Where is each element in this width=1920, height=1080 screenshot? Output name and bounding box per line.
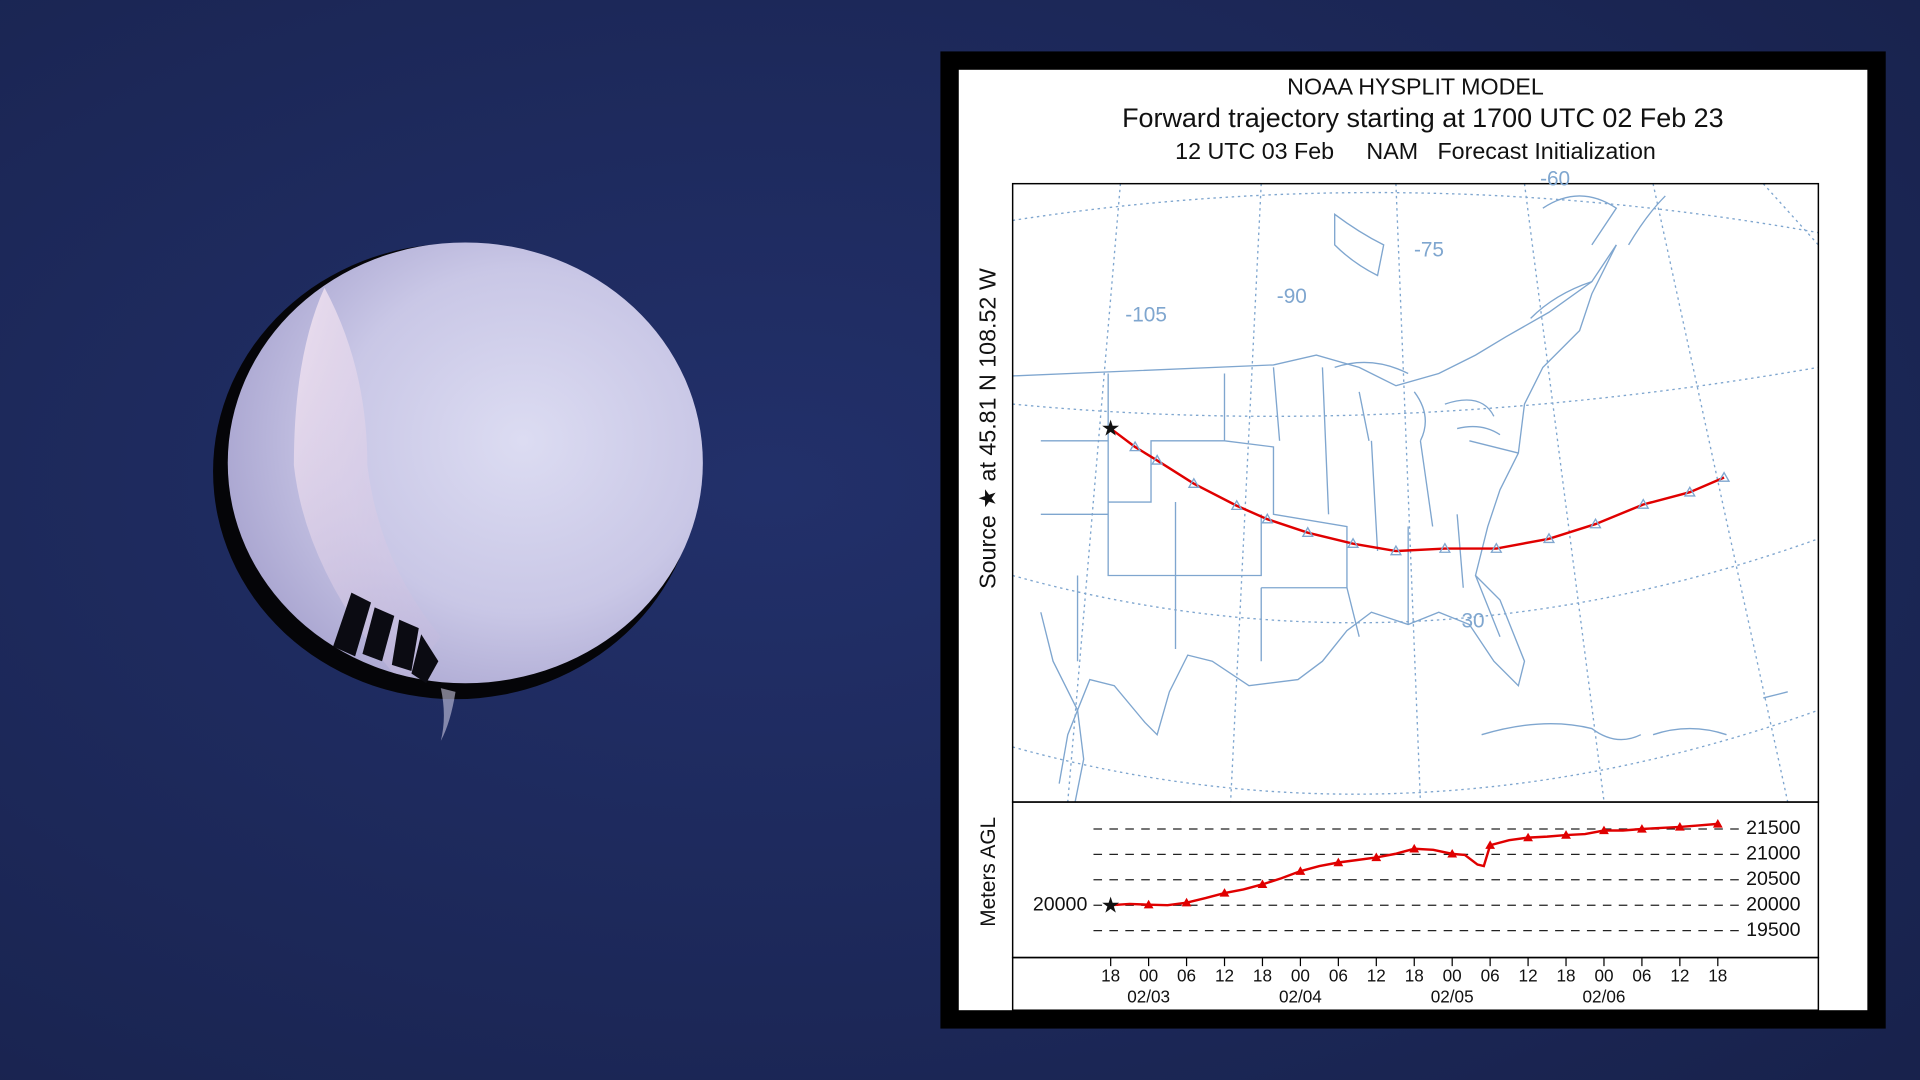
altitude-marker [1371,852,1382,862]
x-tick-label: 00 [1443,966,1462,986]
source-star: ★ [1101,416,1121,441]
altitude-marker [1674,822,1685,831]
y-tick-label: 20000 [1746,893,1801,915]
date-label: 02/03 [1127,986,1170,1006]
graticule-label: -75 [1414,239,1444,262]
y-tick-label: 20500 [1746,868,1801,890]
x-tick-label: 06 [1177,966,1196,986]
x-tick-label: 00 [1291,966,1310,986]
x-tick-label: 12 [1519,966,1538,986]
time-axis [1011,956,1820,1011]
altitude-marker [1561,830,1571,839]
x-tick-label: 18 [1405,966,1424,986]
map: ★ [1012,183,1819,803]
balloon-highlight [293,287,441,684]
altitude-marker [1409,843,1420,853]
y-axis-label: Meters AGL [977,817,1000,927]
chart-panel [958,69,1868,1011]
date-label: 02/06 [1583,986,1626,1006]
graticule-label: -60 [1540,168,1570,191]
balloon-photo [213,242,703,741]
x-tick-label: 18 [1708,966,1727,986]
start-value-label: 20000 [1033,893,1088,915]
altitude-marker [1712,818,1723,828]
x-tick-label: 12 [1215,966,1234,986]
altitude-marker [1181,897,1192,907]
graticule-label: -90 [1277,285,1307,308]
altitude-marker [1219,888,1230,897]
x-tick-label: 18 [1556,966,1575,986]
chart-caption: 12 UTC 03 Feb NAM Forecast Initializatio… [1175,138,1656,164]
y-tick-label: 19500 [1746,919,1801,941]
graticule-label: -105 [1125,303,1167,326]
x-tick-label: 12 [1670,966,1689,986]
trajectory: ★ [1101,416,1731,556]
altitude-marker [1485,840,1496,849]
altitude-marker [1295,866,1306,875]
date-label: 02/04 [1279,986,1322,1006]
map-labels: -60 -75 -90 -105 30 [1125,168,1570,633]
x-tick-label: 06 [1632,966,1651,986]
altitude-marker [1599,825,1609,835]
altitude-marker [1143,899,1154,909]
x-tick-label: 00 [1594,966,1613,986]
boundaries [1012,195,1788,803]
x-tick-label: 00 [1139,966,1158,986]
y-tick-label: 21500 [1746,817,1801,839]
altitude-line [1110,822,1718,907]
altitude-marker [1333,857,1344,867]
chart-subtitle: Forward trajectory starting at 1700 UTC … [1122,103,1724,133]
start-marker: ★ [1101,892,1121,917]
solar-panels [333,592,439,684]
altitude-marker [1447,848,1458,858]
x-tick-label: 06 [1481,966,1500,986]
x-tick-label: 06 [1329,966,1348,986]
altitude-chart: 19500 20000 20500 21000 21500 20000 18 00 06 12 18… [1033,817,1801,1006]
payload [440,688,456,741]
altitude-marker [1637,824,1647,833]
y-tick-label: 21000 [1746,843,1801,865]
source-label: Source ★ at 45.81 N 108.52 W [975,268,1001,589]
altitude-marker [1523,832,1533,842]
graticule [1012,183,1819,803]
x-tick-label: 18 [1101,966,1120,986]
chart-title: NOAA HYSPLIT MODEL [1287,73,1544,99]
x-tick-label: 18 [1253,966,1272,986]
graticule-label: 30 [1461,610,1484,633]
altitude-marker [1257,879,1268,889]
date-label: 02/05 [1431,986,1474,1006]
x-tick-label: 12 [1367,966,1386,986]
